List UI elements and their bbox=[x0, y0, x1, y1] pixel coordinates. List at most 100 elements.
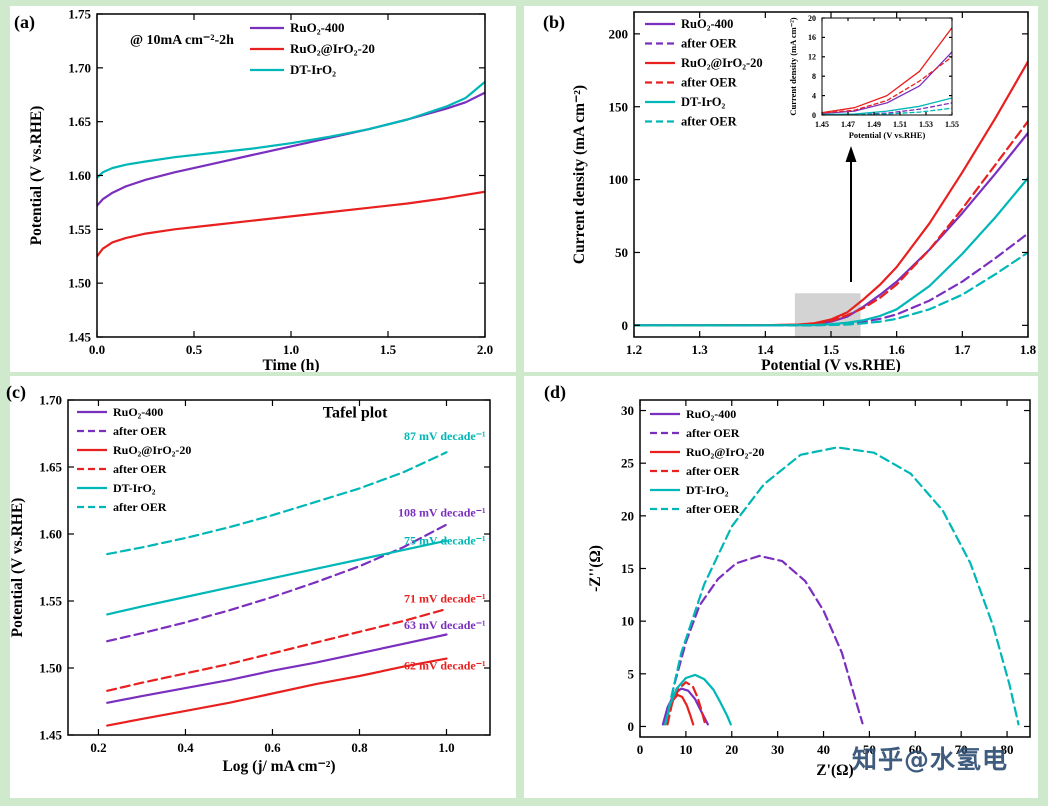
series-group bbox=[634, 60, 1028, 337]
legend-label-2: RuO₂@IrO₂-20 bbox=[686, 445, 764, 459]
y-tick-label: 1.70 bbox=[39, 393, 62, 408]
y-tick-label: 1.60 bbox=[39, 527, 62, 542]
x-tick-label: 1.51 bbox=[893, 120, 907, 129]
y-axis-label: Potential (V vs.RHE) bbox=[10, 498, 26, 638]
x-tick-label: 0.6 bbox=[264, 740, 281, 755]
x-axis-label: Time (h) bbox=[263, 357, 320, 372]
x-tick-label: 50 bbox=[863, 742, 876, 757]
chart-a-chronopotentiometry: 0.0 0.5 1.0 1.5 2.0 1.45 1.50 1.55 1.60 1.65 1.70 1… bbox=[28, 7, 493, 372]
y-axis-label: Potential (V vs.RHE) bbox=[28, 106, 45, 246]
legend-label-4: DT-IrO₂ bbox=[113, 481, 156, 495]
y-tick-label: 200 bbox=[609, 26, 629, 41]
series-line-2 bbox=[97, 80, 485, 179]
y-tick-label: 1.45 bbox=[68, 330, 91, 345]
panel-b-label: (b) bbox=[543, 12, 565, 32]
legend-label-1: after OER bbox=[686, 426, 740, 440]
x-tick-label: 0.5 bbox=[186, 342, 203, 357]
legend-label-1: after OER bbox=[113, 424, 167, 438]
x-tick-label: 1.6 bbox=[889, 342, 906, 357]
y-tick-label: 20 bbox=[621, 508, 634, 523]
x-axis-label: Z'(Ω) bbox=[816, 762, 853, 779]
y-tick-label: 0 bbox=[628, 719, 635, 734]
x-tick-label: 1.45 bbox=[815, 120, 829, 129]
y-axis-label: Current density (mA cm⁻²) bbox=[571, 85, 588, 264]
y-tick-label: 100 bbox=[609, 172, 629, 187]
x-tick-label: 0 bbox=[637, 742, 644, 757]
legend-label-5: after OER bbox=[681, 115, 738, 129]
annotation-5: 63 mV decade⁻¹ bbox=[404, 618, 486, 632]
x-tick-label: 1.0 bbox=[438, 740, 454, 755]
series-line-4 bbox=[664, 673, 732, 726]
plot-area bbox=[68, 400, 490, 735]
series-line-4 bbox=[106, 539, 448, 616]
series-line-4 bbox=[822, 97, 952, 115]
legend-label-5: after OER bbox=[686, 502, 740, 516]
y-tick-label: 10 bbox=[621, 614, 634, 629]
x-tick-label: 1.8 bbox=[1020, 342, 1037, 357]
y-tick-label: 1.65 bbox=[39, 460, 62, 475]
x-axis-label: Log (j/ mA cm⁻²) bbox=[222, 758, 335, 775]
series-line-2 bbox=[106, 657, 448, 727]
panel-d: 0 10 20 30 40 50 60 70 80 0 5 10 15 20 25 30 Z'(Ω) -Z''(Ω… bbox=[524, 376, 1038, 798]
series-group bbox=[97, 80, 485, 258]
legend: RuO₂-400 RuO₂@IrO₂-20 DT-IrO₂ bbox=[250, 20, 375, 77]
x-tick-label: 1.53 bbox=[919, 120, 933, 129]
y-tick-label: 1.65 bbox=[68, 114, 91, 129]
series-line-3 bbox=[634, 120, 1028, 327]
inset-arrowhead bbox=[845, 146, 857, 162]
x-tick-label: 30 bbox=[771, 742, 784, 757]
axes-frame bbox=[67, 399, 491, 736]
legend-label-0: RuO₂-400 bbox=[686, 407, 736, 421]
series-line-0 bbox=[106, 633, 448, 704]
legend-label-2: RuO₂@IrO₂-20 bbox=[681, 56, 763, 70]
series-line-1 bbox=[97, 190, 485, 258]
y-tick-label: 150 bbox=[609, 99, 629, 114]
series-group bbox=[106, 451, 448, 727]
series-line-4 bbox=[634, 177, 1028, 327]
y-tick-label: 20 bbox=[808, 14, 816, 23]
x-axis-label: Potential (V vs.RHE) bbox=[761, 357, 901, 372]
annotation-2: 108 mV decade⁻¹ bbox=[398, 506, 486, 520]
annotation-4: 71 mV decade⁻¹ bbox=[404, 591, 486, 605]
y-tick-label: 15 bbox=[621, 561, 635, 576]
annotation-0: @ 10mA cm⁻²-2h bbox=[130, 33, 234, 48]
series-line-5 bbox=[664, 446, 1020, 726]
x-tick-label: 1.7 bbox=[954, 342, 971, 357]
x-tick-label: 1.55 bbox=[945, 120, 959, 129]
annotation-1: 87 mV decade⁻¹ bbox=[404, 429, 486, 443]
annotation-6: 62 mV decade⁻¹ bbox=[404, 658, 486, 672]
legend: RuO₂-400 after OER RuO₂@IrO₂-20 after OER DT… bbox=[645, 17, 763, 129]
chart-d-nyquist-eis: 0 10 20 30 40 50 60 70 80 0 5 10 15 20 25 30 Z'(Ω) -Z''(Ω… bbox=[587, 399, 1031, 779]
legend-label-2: RuO₂@IrO₂-20 bbox=[113, 443, 191, 457]
axes-frame bbox=[821, 17, 953, 116]
x-tick-label: 60 bbox=[909, 742, 922, 757]
y-tick-label: 5 bbox=[628, 666, 635, 681]
watermark: 知乎@水氢电 bbox=[852, 745, 1009, 774]
y-tick-label: 1.70 bbox=[68, 60, 91, 75]
x-tick-label: 1.47 bbox=[841, 120, 855, 129]
panel-a: 0.0 0.5 1.0 1.5 2.0 1.45 1.50 1.55 1.60 1.65 1.70 1… bbox=[10, 6, 516, 372]
y-tick-label: 1.55 bbox=[39, 594, 62, 609]
legend-label-2: DT-IrO₂ bbox=[290, 62, 336, 77]
y-tick-label: 1.50 bbox=[68, 276, 91, 291]
legend-label-3: after OER bbox=[113, 462, 167, 476]
x-tick-label: 1.5 bbox=[380, 342, 397, 357]
y-tick-label: 1.50 bbox=[39, 661, 62, 676]
x-tick-label: 10 bbox=[679, 742, 692, 757]
y-tick-label: 1.75 bbox=[68, 7, 91, 22]
series-line-3 bbox=[106, 607, 448, 692]
x-tick-label: 0.8 bbox=[351, 740, 368, 755]
panel-a-label: (a) bbox=[14, 12, 35, 32]
chart-b-lsv-polarization: 1.2 1.3 1.4 1.5 1.6 1.7 1.8050100150200Potenti… bbox=[571, 11, 1037, 372]
legend-label-0: RuO₂-400 bbox=[681, 17, 733, 31]
y-tick-label: 1.55 bbox=[68, 222, 91, 237]
series-line-3 bbox=[666, 681, 707, 726]
y-tick-label: 8 bbox=[812, 72, 816, 81]
series-line-1 bbox=[634, 232, 1028, 327]
chart-c-tafel-plot: 0.2 0.4 0.6 0.8 1.0 1.45 1.50 1.55 1.60 1.65 1.70 L… bbox=[10, 393, 491, 775]
panel-b: 1.2 1.3 1.4 1.5 1.6 1.7 1.8 0 50 100 150 200 Potenti… bbox=[524, 6, 1038, 372]
x-tick-label: 1.3 bbox=[692, 342, 709, 357]
series-line-0 bbox=[97, 91, 485, 207]
y-tick-label: 4 bbox=[812, 91, 816, 100]
